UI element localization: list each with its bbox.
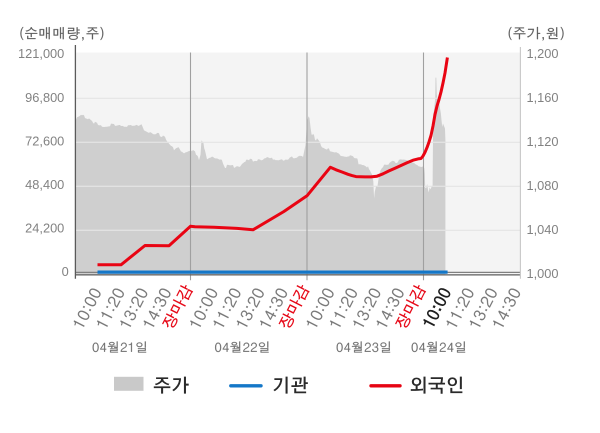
svg-text:48,400: 48,400 <box>25 177 64 192</box>
svg-text:1,200: 1,200 <box>527 46 559 61</box>
svg-text:1,000: 1,000 <box>527 266 559 281</box>
svg-text:1,040: 1,040 <box>527 222 559 237</box>
svg-text:1,120: 1,120 <box>527 134 559 149</box>
svg-text:72,600: 72,600 <box>25 133 64 148</box>
svg-text:1,160: 1,160 <box>527 90 559 105</box>
svg-text:0: 0 <box>62 264 69 279</box>
svg-text:24,200: 24,200 <box>25 221 64 236</box>
svg-text:121,000: 121,000 <box>18 46 64 61</box>
svg-text:96,800: 96,800 <box>25 90 64 105</box>
svg-text:1,080: 1,080 <box>527 178 559 193</box>
